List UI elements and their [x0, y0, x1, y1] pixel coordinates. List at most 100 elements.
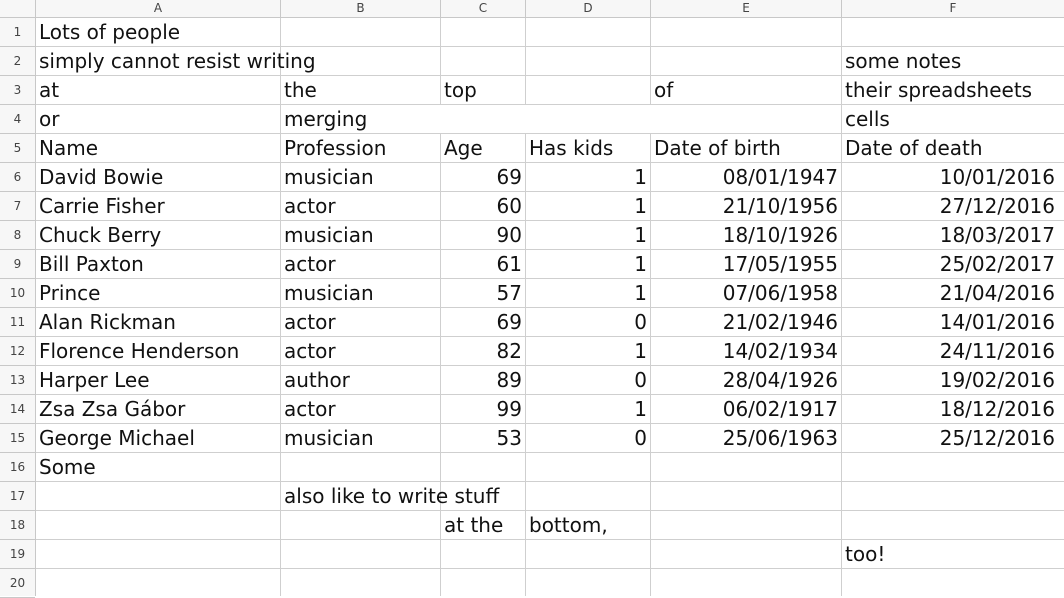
- row-header[interactable]: 18: [0, 511, 35, 540]
- cell-b4-merged[interactable]: merging: [281, 105, 839, 133]
- column-header-a[interactable]: A: [36, 0, 281, 17]
- cell-profession[interactable]: musician: [281, 163, 374, 191]
- cell-c18[interactable]: at the: [441, 511, 504, 539]
- cell-date-of-birth[interactable]: 08/01/1947: [651, 163, 841, 191]
- header-date-of-birth[interactable]: Date of birth: [651, 134, 781, 162]
- cell-has-kids[interactable]: 0: [526, 424, 650, 452]
- row-header[interactable]: 1: [0, 18, 35, 47]
- cell-date-of-birth[interactable]: 06/02/1917: [651, 395, 841, 423]
- cell-name[interactable]: Chuck Berry: [36, 221, 162, 249]
- column-header-c[interactable]: C: [441, 0, 526, 17]
- row-header[interactable]: 19: [0, 540, 35, 569]
- cell-name[interactable]: David Bowie: [36, 163, 164, 191]
- row-header[interactable]: 4: [0, 105, 35, 134]
- cell-date-of-birth[interactable]: 07/06/1958: [651, 279, 841, 307]
- cell-date-of-birth[interactable]: 18/10/1926: [651, 221, 841, 249]
- cell-date-of-death[interactable]: 18/03/2017: [842, 221, 1058, 249]
- cell-profession[interactable]: actor: [281, 395, 336, 423]
- column-header-e[interactable]: E: [651, 0, 842, 17]
- cell-age[interactable]: 90: [441, 221, 525, 249]
- row-header[interactable]: 8: [0, 221, 35, 250]
- cell-grid[interactable]: Lots of people simply cannot resist writ…: [36, 18, 1064, 596]
- select-all-corner[interactable]: [0, 0, 36, 17]
- cell-d18[interactable]: bottom,: [529, 513, 608, 537]
- cell-date-of-death[interactable]: 10/01/2016: [842, 163, 1058, 191]
- cell-date-of-birth[interactable]: 14/02/1934: [651, 337, 841, 365]
- cell-date-of-death[interactable]: 14/01/2016: [842, 308, 1058, 336]
- cell-name[interactable]: George Michael: [36, 424, 195, 452]
- cell-has-kids[interactable]: 1: [526, 395, 650, 423]
- cell-age[interactable]: 69: [441, 163, 525, 191]
- row-header[interactable]: 16: [0, 453, 35, 482]
- cell-date-of-death[interactable]: 27/12/2016: [842, 192, 1058, 220]
- cell-date-of-death[interactable]: 19/02/2016: [842, 366, 1058, 394]
- cell-profession[interactable]: musician: [281, 424, 374, 452]
- header-has-kids[interactable]: Has kids: [526, 134, 614, 162]
- cell-has-kids[interactable]: 1: [526, 192, 650, 220]
- cell-has-kids[interactable]: 1: [526, 163, 650, 191]
- cell-has-kids[interactable]: 1: [526, 279, 650, 307]
- cell-date-of-birth[interactable]: 21/02/1946: [651, 308, 841, 336]
- cell-f3[interactable]: their spreadsheets: [842, 76, 1033, 104]
- cell-age[interactable]: 61: [441, 250, 525, 278]
- row-header[interactable]: 11: [0, 308, 35, 337]
- row-header[interactable]: 7: [0, 192, 35, 221]
- cell-profession[interactable]: musician: [281, 279, 374, 307]
- row-header[interactable]: 13: [0, 366, 35, 395]
- cell-has-kids[interactable]: 0: [526, 308, 650, 336]
- cell-f19[interactable]: too!: [842, 540, 886, 568]
- row-header[interactable]: 9: [0, 250, 35, 279]
- column-header-d[interactable]: D: [526, 0, 651, 17]
- header-age[interactable]: Age: [441, 134, 483, 162]
- cell-name[interactable]: Prince: [36, 279, 101, 307]
- row-header[interactable]: 12: [0, 337, 35, 366]
- cell-age[interactable]: 89: [441, 366, 525, 394]
- cell-date-of-death[interactable]: 21/04/2016: [842, 279, 1058, 307]
- row-header[interactable]: 20: [0, 569, 35, 598]
- row-header[interactable]: 10: [0, 279, 35, 308]
- cell-date-of-death[interactable]: 25/02/2017: [842, 250, 1058, 278]
- cell-profession[interactable]: actor: [281, 250, 336, 278]
- cell-date-of-death[interactable]: 18/12/2016: [842, 395, 1058, 423]
- column-header-b[interactable]: B: [281, 0, 441, 17]
- cell-has-kids[interactable]: 1: [526, 221, 650, 249]
- cell-name[interactable]: Florence Henderson: [36, 337, 240, 365]
- cell-age[interactable]: 53: [441, 424, 525, 452]
- header-name[interactable]: Name: [36, 134, 99, 162]
- cell-profession[interactable]: musician: [281, 221, 374, 249]
- cell-profession[interactable]: author: [281, 366, 350, 394]
- cell-name[interactable]: Bill Paxton: [36, 250, 144, 278]
- cell-name[interactable]: Alan Rickman: [36, 308, 176, 336]
- cell-f4[interactable]: cells: [842, 105, 890, 133]
- cell-date-of-birth[interactable]: 25/06/1963: [651, 424, 841, 452]
- cell-age[interactable]: 82: [441, 337, 525, 365]
- cell-a3[interactable]: at: [36, 76, 60, 104]
- header-profession[interactable]: Profession: [281, 134, 387, 162]
- cell-date-of-birth[interactable]: 21/10/1956: [651, 192, 841, 220]
- column-header-f[interactable]: F: [949, 1, 957, 15]
- cell-has-kids[interactable]: 1: [526, 337, 650, 365]
- cell-f2[interactable]: some notes: [842, 47, 962, 75]
- cell-age[interactable]: 57: [441, 279, 525, 307]
- cell-e3[interactable]: of: [651, 76, 674, 104]
- row-header[interactable]: 17: [0, 482, 35, 511]
- cell-name[interactable]: Carrie Fisher: [36, 192, 165, 220]
- cell-profession[interactable]: actor: [281, 337, 336, 365]
- cell-profession[interactable]: actor: [281, 192, 336, 220]
- cell-name[interactable]: Harper Lee: [36, 366, 150, 394]
- cell-profession[interactable]: actor: [281, 308, 336, 336]
- header-date-of-death[interactable]: Date of death: [842, 134, 983, 162]
- cell-c3[interactable]: top: [441, 76, 477, 104]
- cell-age[interactable]: 99: [441, 395, 525, 423]
- row-header[interactable]: 5: [0, 134, 35, 163]
- row-header[interactable]: 14: [0, 395, 35, 424]
- cell-has-kids[interactable]: 0: [526, 366, 650, 394]
- cell-a16[interactable]: Some: [36, 453, 96, 481]
- cell-a1[interactable]: Lots of people: [36, 18, 181, 46]
- cell-has-kids[interactable]: 1: [526, 250, 650, 278]
- cell-date-of-death[interactable]: 24/11/2016: [842, 337, 1058, 365]
- cell-age[interactable]: 60: [441, 192, 525, 220]
- row-header[interactable]: 3: [0, 76, 35, 105]
- cell-a2[interactable]: simply cannot resist writing: [39, 49, 316, 73]
- cell-a4[interactable]: or: [36, 105, 60, 133]
